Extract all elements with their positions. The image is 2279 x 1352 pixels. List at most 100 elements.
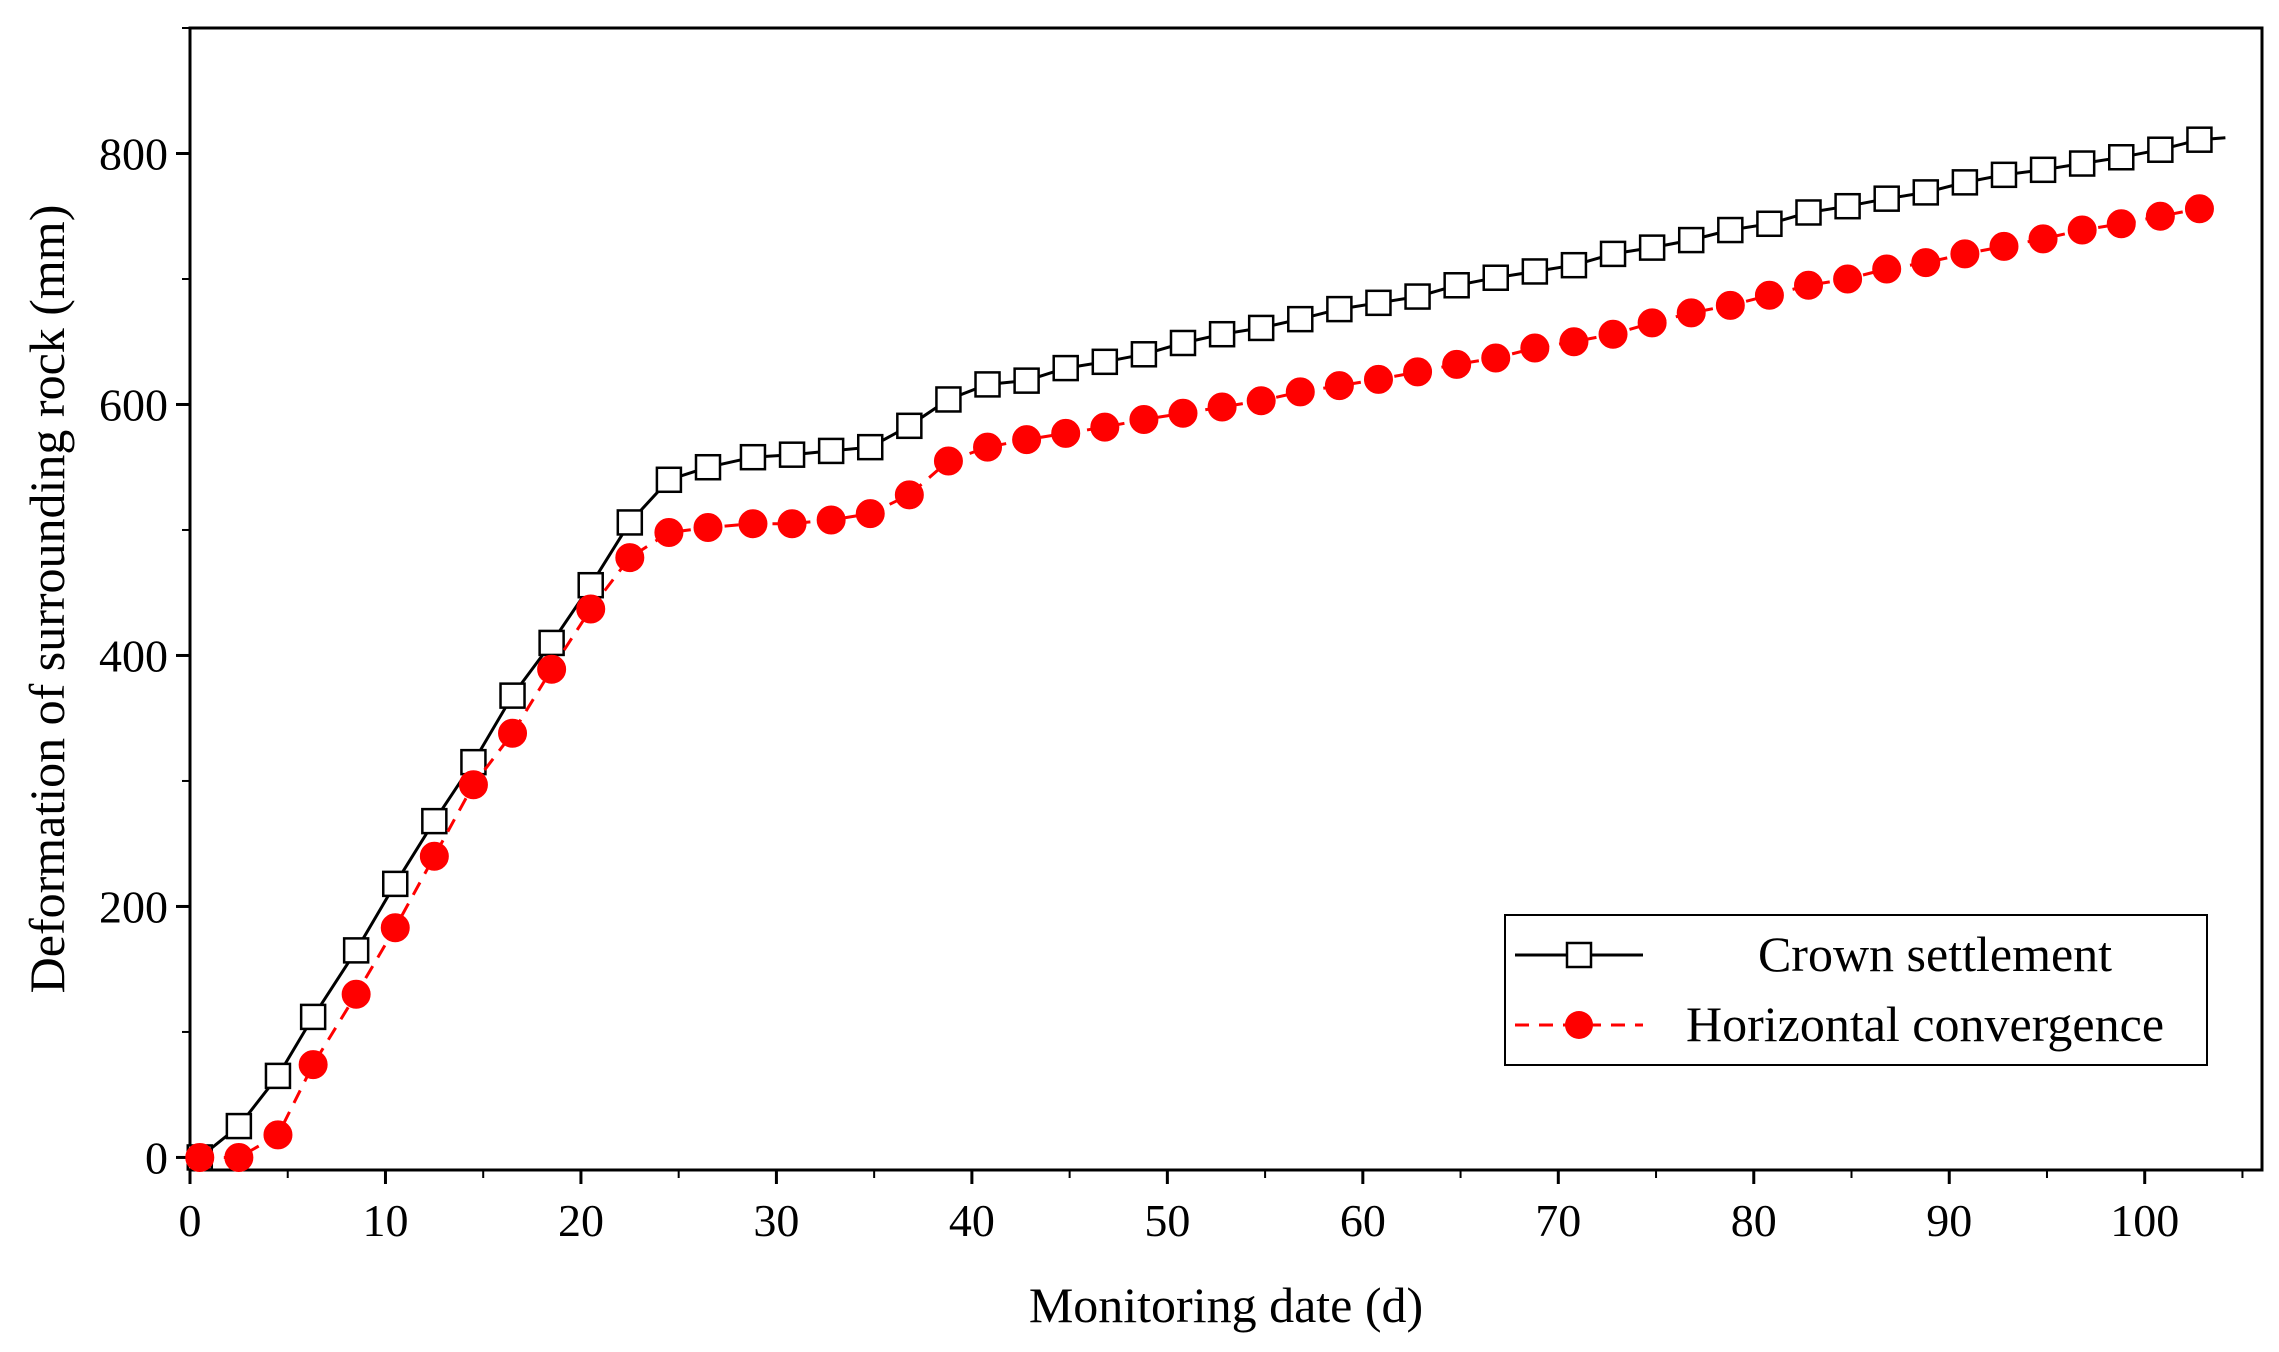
horizontal-convergence-point [855,499,885,529]
crown-settlement-point [896,412,923,440]
legend-label-0: Crown settlement [1758,926,2112,982]
crown-settlement-point [499,682,526,709]
horizontal-convergence-point [1872,254,1902,284]
x-tick-label: 20 [558,1195,604,1246]
horizontal-convergence-point [1950,239,1980,269]
horizontal-convergence-point [2106,209,2136,239]
crown-settlement-point [935,386,962,413]
crown-settlement-point [1326,295,1353,323]
crown-settlement-point [1443,272,1470,299]
horizontal-convergence-point [1403,357,1433,387]
horizontal-convergence-point [1246,386,1276,416]
y-tick-label: 200 [99,881,168,932]
legend: Crown settlement Horizontal convergence [1504,914,2208,1066]
crown-settlement-point [1404,283,1431,310]
horizontal-convergence-point [654,517,684,547]
tick-labels: 0 10 20 30 40 50 60 70 80 90 100 0 200 400 600 800 [99,128,2179,1246]
crown-settlement-point [342,937,370,964]
y-tick-label: 400 [99,630,168,681]
horizontal-convergence-point [1598,319,1628,349]
crown-settlement-point [2147,136,2174,163]
horizontal-convergence-point [1989,231,2019,261]
horizontal-convergence-point [816,505,846,535]
horizontal-convergence-point [1520,333,1550,363]
horizontal-convergence-point [341,979,371,1009]
crown-settlement-point [577,571,604,599]
horizontal-convergence-point [2184,194,2214,224]
crown-settlement-point [1247,314,1275,342]
crown-settlement-point [1365,289,1392,317]
crown-settlement-point [655,466,683,494]
horizontal-convergence-point [224,1142,254,1172]
horizontal-convergence-point [1012,425,1042,455]
legend-box [1504,914,2208,1066]
crown-settlement-point [2186,126,2213,153]
crown-settlement-point [1638,234,1666,261]
horizontal-convergence-point [537,654,567,684]
horizontal-convergence-point [933,446,963,476]
crown-settlement-point [694,453,722,481]
horizontal-convergence-point [1207,392,1237,422]
horizontal-convergence-point [1754,280,1784,310]
crown-settlement-point [856,433,884,461]
horizontal-convergence-point [1129,405,1159,435]
crown-settlement-point [1834,192,1861,220]
crown-settlement-point [778,441,806,468]
crown-settlement-point [1990,161,2018,189]
crown-settlement-point [225,1112,253,1140]
horizontal-convergence-point [1324,371,1354,401]
x-tick-label: 40 [949,1195,995,1246]
crown-settlement-point [2068,150,2096,177]
horizontal-convergence-point [894,480,924,510]
crown-settlement-point [1091,348,1119,376]
horizontal-convergence-point [973,432,1003,462]
horizontal-convergence-point [458,770,488,800]
horizontal-convergence-point [298,1050,328,1080]
horizontal-convergence-point [1363,364,1393,394]
y-tick-label: 0 [145,1132,168,1183]
horizontal-convergence-point [1715,290,1745,320]
plot-frame [188,26,2264,1172]
crown-settlement-point [1130,341,1158,368]
legend-marker-circle [1565,1011,1593,1039]
crown-settlement-point [1599,240,1627,268]
horizontal-convergence-point [1481,343,1511,373]
crown-settlement-point [1052,354,1079,382]
crown-settlement-point [1560,251,1588,279]
horizontal-convergence-point [1442,349,1472,379]
horizontal-convergence-point [1911,248,1941,278]
crown-settlement-point [616,509,644,536]
horizontal-convergence-point [738,509,768,539]
horizontal-convergence-point [1051,418,1081,448]
x-axis-label: Monitoring date (d) [1029,1277,1423,1333]
crown-settlement-point [1287,305,1314,333]
crown-settlement-point [1521,258,1549,285]
crown-settlement-point [1912,179,1940,206]
horizontal-convergence-point [185,1142,215,1172]
series-layer [185,126,2226,1172]
horizontal-convergence-point [2067,215,2097,245]
horizontal-convergence-point [615,543,645,573]
x-tick-label: 70 [1535,1195,1581,1246]
x-tick-label: 50 [1144,1195,1190,1246]
crown-settlement-point [1873,185,1900,212]
tick-marks [176,27,2244,1184]
horizontal-convergence-point [1168,398,1198,428]
x-tick-label: 30 [753,1195,799,1246]
y-axis-label: Deformation of surrounding rock (mm) [19,205,75,994]
horizontal-convergence-point [419,841,449,871]
horizontal-convergence-point [1794,270,1824,300]
crown-settlement-point [1795,199,1822,226]
crown-settlement-point [1756,210,1783,238]
crown-settlement-point [264,1062,292,1090]
legend-label-1: Horizontal convergence [1686,996,2164,1052]
crown-settlement-point [1717,216,1744,244]
crown-settlement-point [2029,156,2057,184]
horizontal-convergence-point [263,1120,293,1150]
series-line-1 [199,207,2200,1159]
crown-settlement-point [817,437,845,465]
crown-settlement-point [299,1003,327,1031]
crown-settlement-point [739,443,767,471]
y-tick-label: 600 [99,379,168,430]
